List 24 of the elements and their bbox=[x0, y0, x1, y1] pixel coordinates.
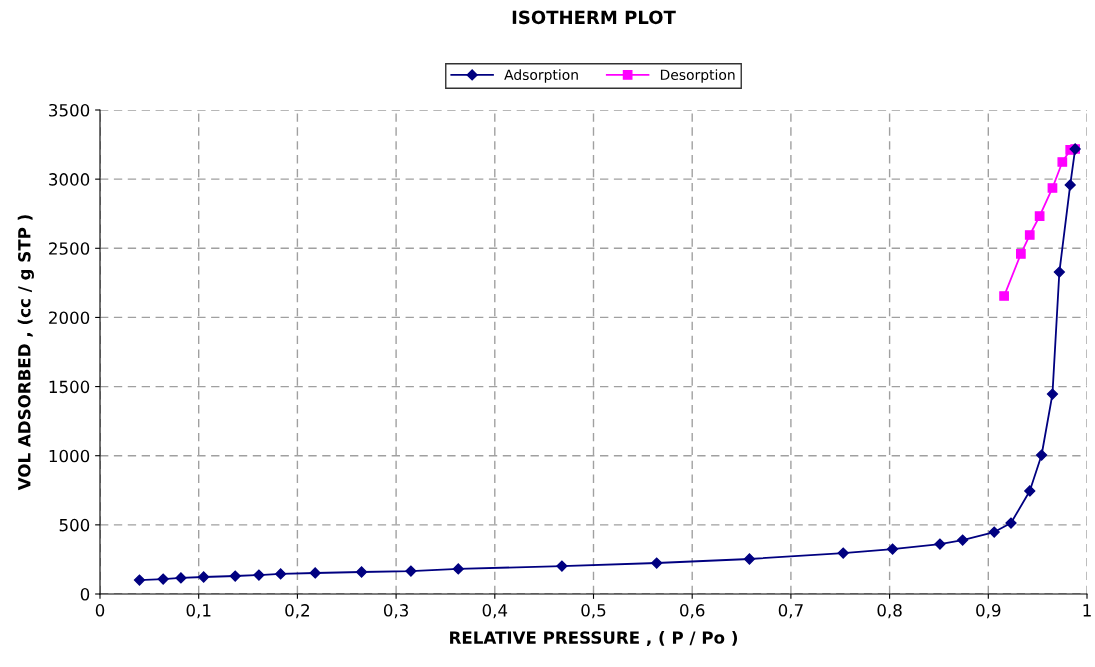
x-axis-title: RELATIVE PRESSURE , ( P / Po ) bbox=[450, 630, 738, 646]
y-tick-label: 2500 bbox=[49, 242, 90, 255]
x-tick-label: 0 bbox=[95, 604, 105, 617]
y-tick-label: 1000 bbox=[49, 449, 90, 463]
x-tick-label: 0,1 bbox=[186, 604, 211, 619]
x-tick-label: 0,7 bbox=[778, 604, 803, 619]
y-tick-label: 3500 bbox=[49, 103, 90, 117]
y-tick-label: 500 bbox=[59, 518, 90, 532]
y-tick-label: 0 bbox=[80, 587, 90, 601]
y-tick-label: 3000 bbox=[49, 173, 90, 186]
x-tick-label: 0,5 bbox=[581, 604, 606, 619]
y-axis-title: VOL ADSORBED , (cc / g STP ) bbox=[17, 215, 34, 491]
x-tick-label: 0,2 bbox=[285, 604, 309, 619]
legend-label: Adsorption bbox=[504, 69, 578, 83]
x-tick-label: 0,4 bbox=[482, 604, 508, 619]
x-tick-label: 0,3 bbox=[383, 604, 409, 619]
legend-label: Desorption bbox=[660, 69, 735, 83]
x-tick-label: 0,9 bbox=[976, 604, 1001, 619]
y-tick-label: 2000 bbox=[49, 311, 90, 324]
x-tick-label: 0,6 bbox=[680, 604, 705, 619]
x-tick-label: 0,8 bbox=[877, 604, 902, 619]
x-tick-label: 1 bbox=[1083, 604, 1091, 617]
chart-title: ISOTHERM PLOT bbox=[512, 10, 676, 25]
y-tick-label: 1500 bbox=[49, 380, 90, 394]
